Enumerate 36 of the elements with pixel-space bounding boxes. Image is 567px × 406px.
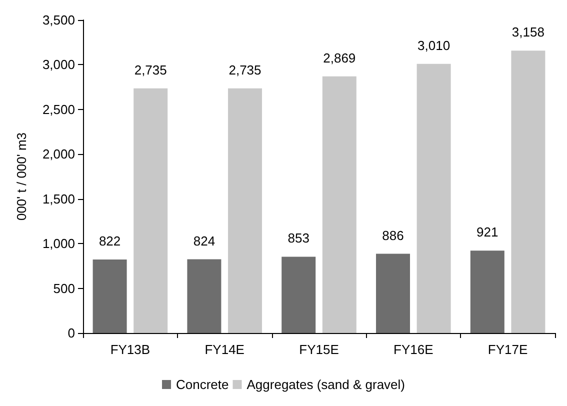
legend-label: Concrete bbox=[176, 377, 229, 392]
bar bbox=[376, 254, 410, 333]
bar bbox=[187, 259, 222, 333]
y-tick-label: 1,000 bbox=[42, 236, 75, 252]
data-label: 824 bbox=[193, 233, 216, 248]
legend-label: Aggregates (sand & gravel) bbox=[246, 377, 406, 392]
y-tick-label: 0 bbox=[68, 326, 75, 340]
x-tick-label: FY15E bbox=[299, 342, 340, 357]
bar bbox=[511, 50, 546, 333]
data-label: 853 bbox=[288, 230, 310, 246]
y-axis-title: 000' t / 000' m3 bbox=[14, 132, 29, 221]
y-tick-label: 2,500 bbox=[42, 102, 75, 117]
data-label: 3,010 bbox=[418, 38, 450, 53]
y-tick-label: 3,000 bbox=[42, 57, 75, 72]
x-tick-label: FY16E bbox=[394, 342, 434, 357]
x-tick-label: FY17E bbox=[488, 342, 528, 357]
bar bbox=[322, 76, 356, 333]
bar bbox=[282, 256, 316, 333]
y-tick-label: 1,500 bbox=[42, 191, 75, 206]
data-label: 886 bbox=[382, 228, 404, 243]
data-label: 2,869 bbox=[323, 50, 356, 66]
data-label: 2,735 bbox=[134, 62, 167, 78]
bar bbox=[470, 250, 504, 333]
y-tick-label: 2,000 bbox=[42, 146, 75, 162]
y-tick-label: 500 bbox=[53, 280, 75, 296]
bar bbox=[92, 259, 127, 333]
bar bbox=[134, 88, 168, 333]
bar bbox=[416, 64, 451, 333]
x-tick-label: FY13B bbox=[110, 342, 150, 357]
bar bbox=[228, 88, 262, 333]
y-tick-label: 3,500 bbox=[42, 12, 75, 28]
data-label: 3,158 bbox=[512, 24, 544, 40]
data-label: 921 bbox=[476, 224, 498, 240]
data-label: 822 bbox=[98, 233, 121, 248]
x-tick-label: FY14E bbox=[204, 342, 245, 357]
data-label: 2,735 bbox=[228, 62, 262, 78]
